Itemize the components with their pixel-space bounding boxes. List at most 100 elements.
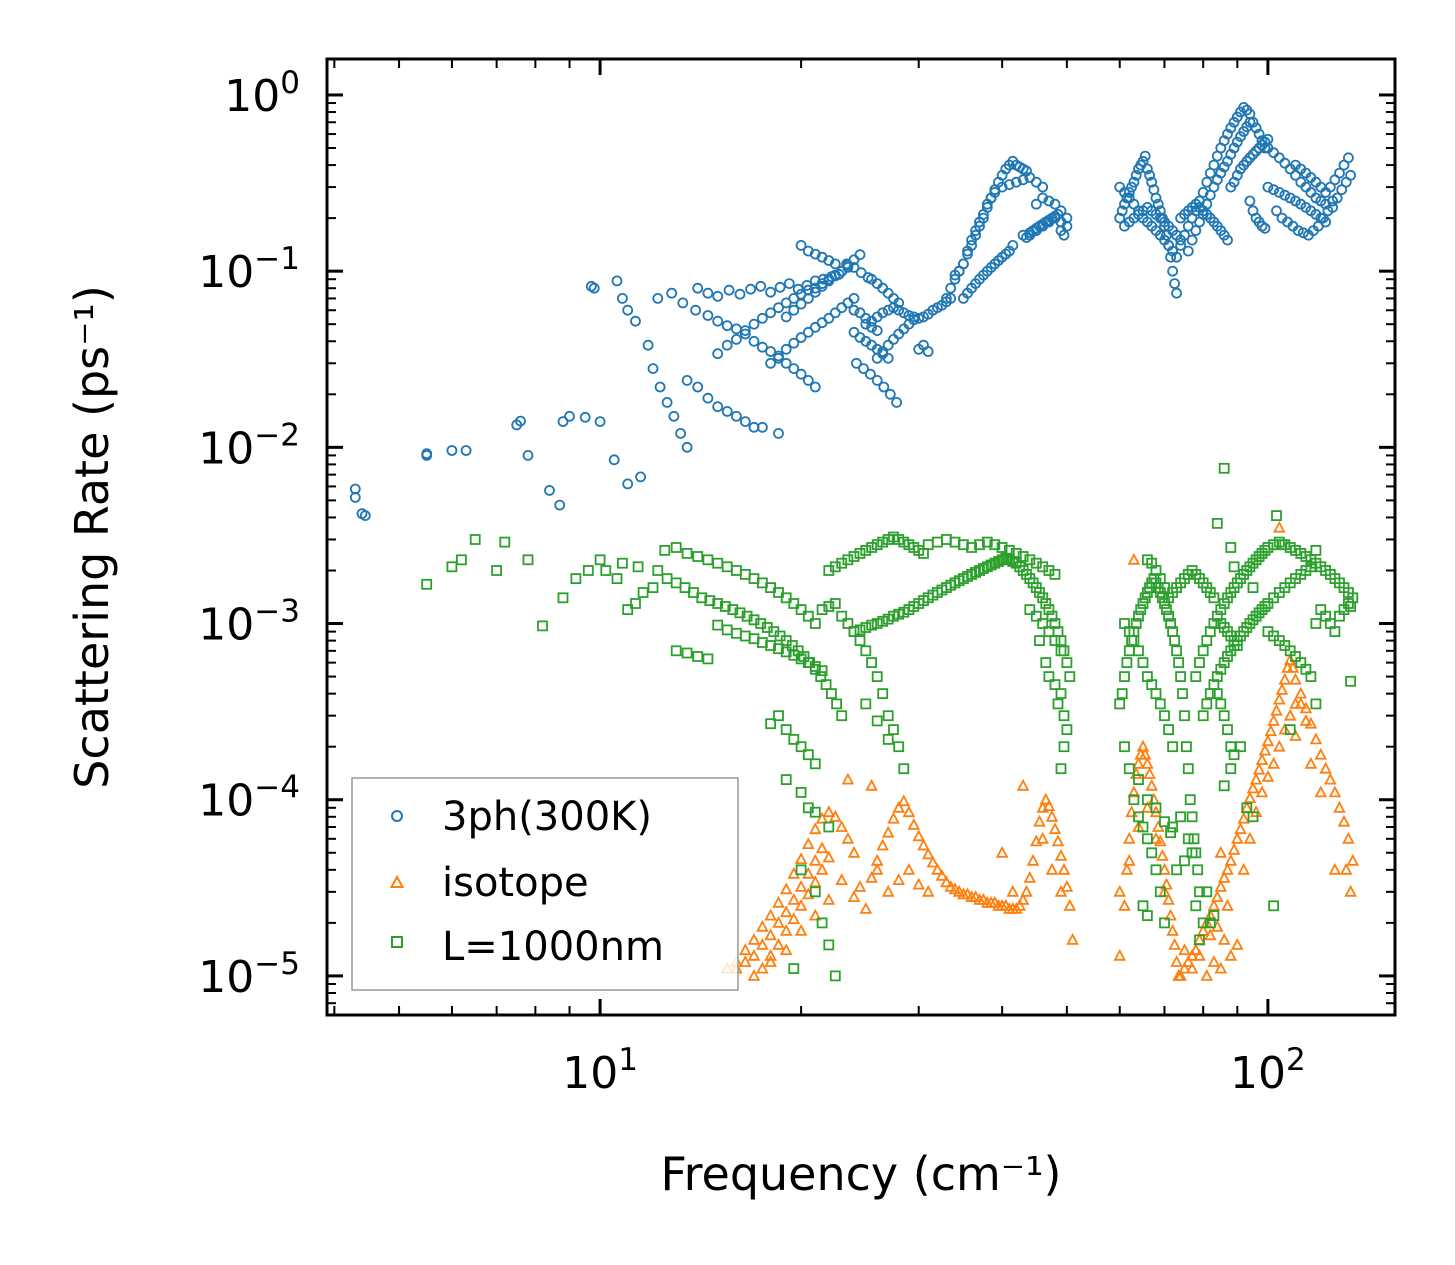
data-point	[756, 919, 769, 932]
data-point	[772, 937, 785, 950]
data-point	[1247, 811, 1259, 823]
data-point	[829, 307, 841, 319]
data-point	[809, 758, 821, 770]
data-point	[1231, 640, 1243, 651]
data-point	[1218, 598, 1230, 609]
data-point	[1201, 176, 1213, 188]
data-point	[788, 963, 800, 974]
data-point	[829, 809, 842, 822]
data-point	[1215, 698, 1227, 710]
data-point	[1271, 205, 1282, 217]
data-point	[1178, 961, 1191, 974]
data-point	[1319, 761, 1332, 774]
data-point	[1114, 212, 1126, 224]
data-point	[764, 928, 777, 941]
data-point	[1201, 886, 1213, 898]
data-point	[635, 471, 646, 483]
data-point	[1345, 169, 1356, 181]
data-point	[996, 542, 1008, 553]
data-point	[1163, 610, 1174, 622]
data-point	[891, 396, 902, 408]
data-point	[1250, 554, 1262, 566]
data-point	[712, 598, 724, 609]
data-point	[515, 415, 526, 427]
data-point	[802, 610, 814, 622]
data-point	[1283, 708, 1297, 721]
data-point	[907, 817, 921, 830]
data-point	[1186, 811, 1198, 823]
data-point	[1278, 672, 1292, 685]
data-point	[882, 304, 894, 316]
data-point	[1323, 772, 1337, 785]
data-point	[1208, 159, 1220, 171]
data-point	[537, 620, 548, 632]
data-point	[1305, 671, 1317, 682]
data-point	[1231, 136, 1243, 148]
data-point	[1010, 901, 1023, 914]
data-point	[557, 416, 569, 428]
data-point	[1133, 811, 1144, 823]
data-point	[1197, 710, 1209, 722]
data-point	[822, 805, 836, 818]
data-point	[1167, 741, 1178, 753]
data-point	[741, 610, 753, 622]
data-point	[1127, 552, 1141, 565]
data-point	[1123, 186, 1135, 198]
data-point	[802, 374, 814, 386]
data-point	[795, 741, 807, 753]
data-point	[1268, 184, 1279, 196]
data-point	[1231, 169, 1243, 181]
data-point	[1334, 167, 1345, 179]
data-point	[865, 368, 876, 380]
data-point	[647, 582, 659, 593]
data-point	[1141, 756, 1154, 769]
data-point	[795, 368, 807, 380]
data-point	[719, 601, 731, 612]
data-point	[871, 671, 883, 682]
data-point	[794, 879, 808, 892]
data-point	[816, 917, 828, 929]
data-point	[570, 573, 582, 584]
data-point	[1228, 561, 1240, 573]
data-point	[747, 968, 761, 981]
data-point	[892, 873, 905, 885]
data-point	[1045, 862, 1059, 875]
data-point	[734, 607, 746, 619]
data-point	[1142, 163, 1153, 175]
data-point	[349, 491, 361, 503]
data-point	[1119, 671, 1130, 682]
data-point	[1290, 195, 1301, 207]
data-point	[996, 181, 1008, 193]
data-point	[1024, 554, 1036, 566]
data-point	[1204, 626, 1216, 637]
data-point	[835, 820, 848, 832]
data-point	[1197, 208, 1209, 220]
data-point	[809, 875, 822, 888]
data-point	[878, 381, 890, 393]
data-point	[816, 280, 828, 292]
data-point	[1138, 747, 1152, 760]
data-point	[1218, 657, 1230, 668]
data-point	[1159, 917, 1170, 929]
data-point	[1171, 645, 1182, 657]
data-point	[1230, 831, 1244, 844]
data-point	[721, 405, 733, 417]
data-point	[1237, 811, 1251, 824]
data-point	[902, 862, 916, 875]
data-point	[712, 401, 724, 413]
data-point	[1264, 724, 1278, 737]
data-point	[748, 335, 760, 347]
data-point	[681, 548, 693, 559]
data-point	[1305, 561, 1317, 573]
data-point	[1142, 794, 1153, 806]
data-point	[1247, 557, 1259, 569]
data-point	[1159, 710, 1170, 722]
data-point	[860, 698, 872, 710]
data-point	[765, 718, 776, 730]
data-point	[773, 643, 784, 655]
data-point	[1218, 462, 1230, 474]
data-point	[780, 357, 792, 369]
data-point	[912, 829, 925, 842]
data-point	[871, 539, 883, 551]
